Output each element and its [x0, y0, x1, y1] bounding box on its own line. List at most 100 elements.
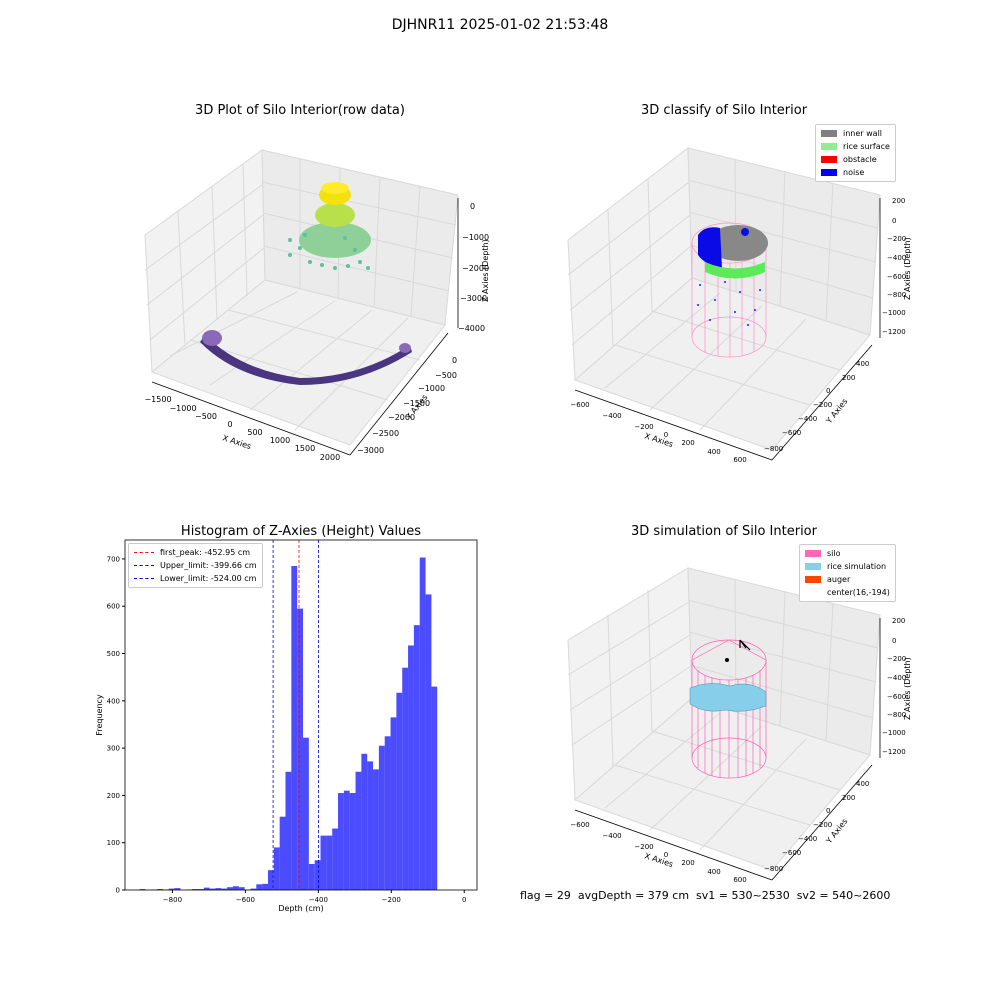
legend-swatch	[805, 550, 821, 557]
panel4-3d-plot: −600 −400 −200 0 200 400 600 400 200 0 −…	[567, 567, 912, 884]
histogram-ytick-label: 400	[107, 697, 120, 705]
panel4-ztick: −600	[887, 693, 906, 701]
histogram-ytick-label: 0	[116, 887, 120, 895]
panel4-ztick: 0	[892, 637, 896, 645]
panel4-ytick: −800	[764, 865, 783, 873]
panel4-xtick: 600	[733, 876, 746, 884]
histogram-bar	[402, 667, 409, 890]
panel1-zlabel: Z Axies (Depth)	[481, 239, 490, 302]
histogram-bar	[221, 888, 228, 890]
histogram-bar	[303, 737, 309, 890]
histogram-bar	[384, 736, 391, 890]
panel1-ztick: −3000	[460, 294, 487, 303]
histogram-bar	[308, 863, 315, 890]
panel4-ytick: −200	[813, 821, 832, 829]
histogram-xlabel: Depth (cm)	[278, 904, 323, 913]
histogram-xtick-label: −200	[382, 896, 401, 904]
panel2-ztick: −1000	[882, 309, 906, 317]
histogram-bar	[332, 828, 339, 890]
panel2-zlabel: Z Axies (Depth)	[903, 237, 912, 300]
panel4-xtick: −200	[634, 843, 653, 851]
histogram-bar	[197, 889, 204, 890]
panel1-ztick: −2000	[462, 264, 489, 273]
panel2-ztick: −200	[887, 235, 906, 243]
panel1-ztick: −4000	[458, 324, 485, 333]
panel1-ytick: −3000	[357, 446, 384, 455]
histogram-bar	[285, 771, 292, 890]
panel2-xtick: 400	[707, 448, 720, 456]
histogram-bar	[203, 887, 210, 890]
histogram-ytick-label: 700	[107, 555, 120, 563]
histogram-ytick-label: 100	[107, 839, 120, 847]
rice-simulation-surface	[689, 683, 767, 712]
histogram-bar	[425, 594, 432, 890]
legend-item-auger: auger	[800, 573, 895, 586]
panel1-xtick: −1500	[144, 395, 171, 404]
panel2-xlabel: X Axies	[643, 431, 674, 449]
panel2-ztick: 0	[892, 217, 896, 225]
histogram-bar	[168, 888, 175, 890]
histogram-bar	[227, 887, 233, 890]
histogram-bar	[279, 816, 286, 890]
histogram-bar	[338, 793, 344, 890]
panel4-title: 3D simulation of Silo Interior	[631, 524, 817, 539]
panel1-ytick: −1000	[418, 384, 445, 393]
panel4-ytick: 400	[856, 780, 869, 788]
panel1-tick-labels: −1500 −1000 −500 0 500 1000 1500 2000 0 …	[144, 202, 489, 462]
histogram-bar	[174, 888, 181, 890]
histogram-bar	[314, 860, 321, 890]
histogram-bar	[408, 645, 414, 890]
histogram-bar	[367, 761, 374, 890]
panel1-xtick: 500	[247, 428, 262, 437]
panel2-xtick: 0	[664, 431, 668, 439]
panel2-ztick: −1200	[882, 328, 906, 336]
panel4-ztick: −800	[887, 711, 906, 719]
histogram-bar	[373, 769, 379, 890]
histogram-bar	[320, 835, 327, 890]
panel4-ytick: 200	[842, 794, 855, 802]
histogram-bar	[267, 870, 274, 890]
histogram-ytick-label: 300	[107, 745, 120, 753]
legend-line	[134, 578, 154, 579]
panel2-ytick: −200	[813, 401, 832, 409]
histogram-vlines	[272, 540, 319, 890]
panel4-ztick: −400	[887, 674, 906, 682]
panel1-ytick: −1500	[403, 399, 430, 408]
legend-swatch	[805, 563, 821, 570]
panel1-xtick: 2000	[320, 453, 340, 462]
histogram-title: Histogram of Z-Axies (Height) Values	[180, 524, 422, 539]
direction-arrow-icon	[739, 639, 751, 651]
legend-item-first-peak: first_peak: -452.95 cm	[129, 546, 262, 559]
histogram-bar	[192, 889, 198, 890]
legend-line	[134, 552, 154, 553]
histogram-bar	[390, 717, 397, 890]
histogram-xticks: −800 −600 −400 −200 0	[163, 890, 466, 904]
legend-item-center: center(16,-194)	[800, 586, 895, 599]
histogram-yticks: 0 100 200 300 400 500 600 700	[107, 555, 125, 895]
histogram-bar	[326, 835, 333, 890]
legend-item-rice-surface: rice surface	[816, 140, 895, 153]
panel4-ytick: 0	[826, 807, 830, 815]
panel4-ztick: 200	[892, 617, 905, 625]
histogram-bar	[215, 888, 222, 890]
panel1-ytick: −2500	[372, 429, 399, 438]
panel2-xtick: 600	[733, 456, 746, 464]
panel4-xtick: 0	[664, 851, 668, 859]
panel2-title: 3D classify of Silo Interior	[640, 103, 808, 118]
legend-swatch	[821, 169, 837, 176]
panel4-ztick: −1200	[882, 748, 906, 756]
histogram-bar	[419, 557, 426, 890]
panel1-ztick: 0	[470, 202, 475, 211]
legend-swatch	[821, 143, 837, 150]
panel2-tick-labels: −600 −400 −200 0 200 400 600 400 200 0 −…	[570, 197, 906, 464]
histogram-frame	[124, 539, 478, 891]
legend-item-noise: noise	[816, 166, 895, 179]
histogram-bars	[139, 557, 438, 890]
histogram-bar	[209, 888, 216, 890]
histogram-ytick-label: 500	[107, 650, 120, 658]
histogram-bar	[431, 686, 438, 890]
panel4-xtick: −400	[602, 832, 621, 840]
legend-swatch	[821, 156, 837, 163]
panel4-xtick: 400	[707, 868, 720, 876]
panel1-3d-plot: −1500 −1000 −500 0 500 1000 1500 2000 0 …	[144, 149, 490, 462]
